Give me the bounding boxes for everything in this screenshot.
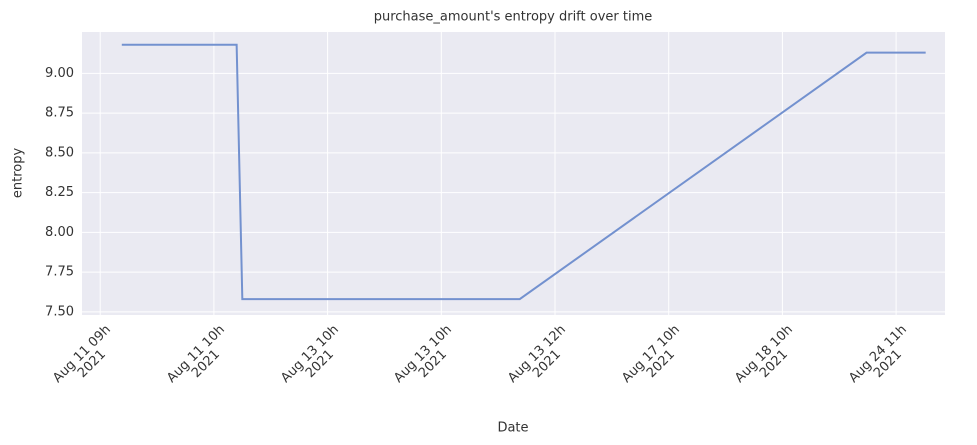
y-tick-label: 8.00: [45, 225, 74, 240]
y-tick-label: 8.75: [45, 106, 74, 121]
plot-area: [82, 32, 945, 315]
chart-title: purchase_amount's entropy drift over tim…: [374, 10, 653, 25]
y-tick-label: 7.75: [45, 265, 74, 280]
y-tick-label: 8.50: [45, 145, 74, 160]
line: [121, 43, 926, 301]
y-tick-label: 8.25: [45, 185, 74, 200]
y-tick-label: 7.50: [45, 304, 74, 319]
y-tick-label: 9.00: [45, 66, 74, 81]
y-axis-label: entropy: [11, 148, 26, 199]
x-axis-label: Date: [497, 421, 528, 436]
